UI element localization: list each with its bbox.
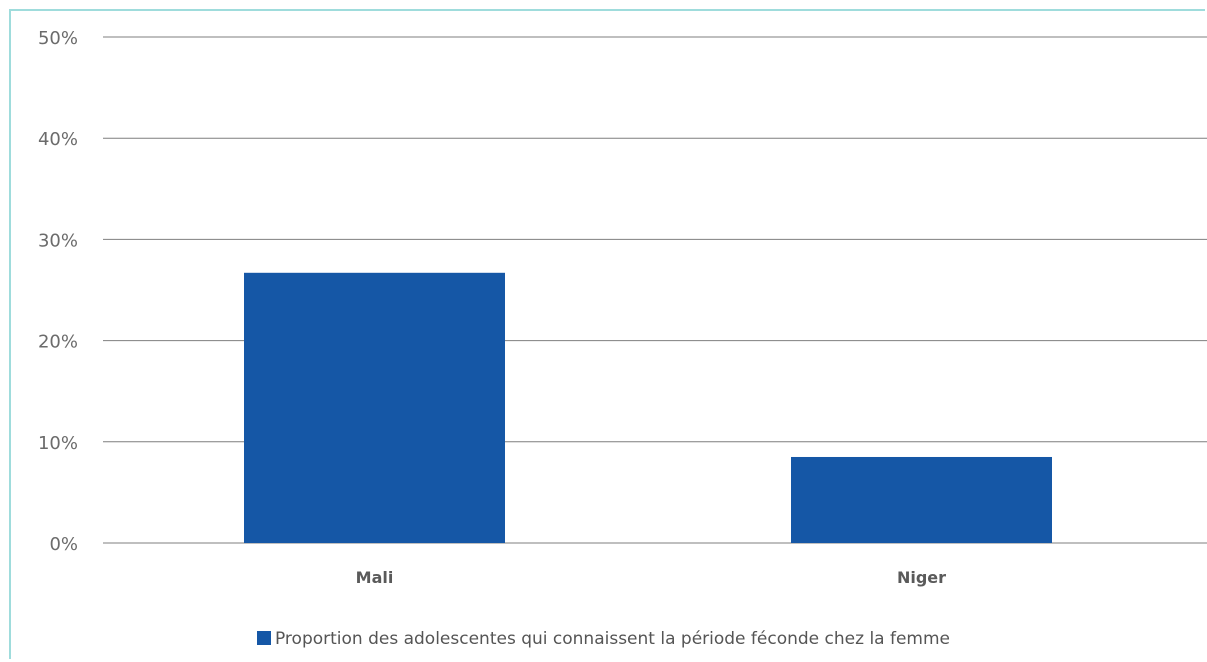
- y-tick-label: 20%: [38, 332, 78, 353]
- bar-niger: [791, 456, 1052, 543]
- legend: Proportion des adolescentes qui connaiss…: [0, 629, 1207, 649]
- y-tick-label: 40%: [38, 129, 78, 150]
- gridlines: [103, 36, 1207, 544]
- chart-frame: [9, 9, 1205, 659]
- x-tick-label: Niger: [897, 568, 946, 587]
- legend-swatch: [256, 631, 271, 645]
- bar-mali: [244, 272, 505, 543]
- y-tick-label: 30%: [38, 230, 78, 251]
- legend-label: Proportion des adolescentes qui connaiss…: [274, 629, 951, 649]
- y-tick-label: 50%: [38, 28, 78, 49]
- x-axis-ticks: Mali Niger: [356, 568, 946, 587]
- y-axis-ticks: 0% 10% 20% 30% 40% 50%: [38, 28, 78, 555]
- y-tick-label: 0%: [49, 534, 78, 555]
- x-tick-label: Mali: [356, 568, 394, 587]
- bars: [244, 272, 1052, 543]
- y-tick-label: 10%: [38, 433, 78, 454]
